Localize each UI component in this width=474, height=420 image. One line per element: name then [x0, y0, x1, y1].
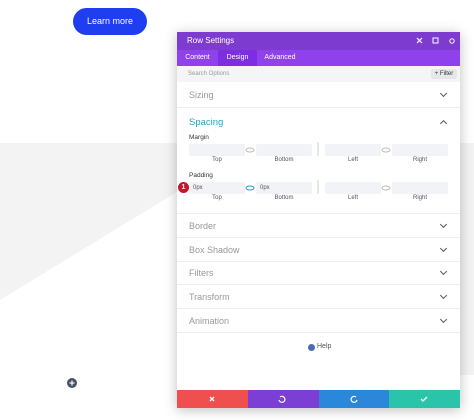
side-label: Top: [212, 157, 222, 163]
field-label: Padding: [189, 172, 213, 179]
panel-title: Row Settings: [187, 36, 235, 45]
section-title[interactable]: Border: [189, 221, 217, 231]
tab[interactable]: Advanced: [264, 54, 296, 61]
input[interactable]: [392, 182, 448, 194]
filter-button[interactable]: + Filter: [431, 69, 457, 79]
tab[interactable]: Content: [185, 54, 210, 61]
separator: [177, 332, 460, 333]
side-label: Top: [212, 195, 222, 201]
redo-button[interactable]: [319, 390, 389, 408]
link-icons[interactable]: [244, 142, 394, 202]
separator: [177, 107, 460, 108]
separator: [177, 308, 460, 309]
step-badge: 1: [178, 182, 189, 193]
separator: [177, 237, 460, 238]
section-title[interactable]: Sizing: [189, 90, 214, 100]
side-label: Right: [412, 157, 427, 163]
search-bar[interactable]: [177, 66, 460, 82]
input[interactable]: [256, 144, 312, 156]
tab-active[interactable]: Design: [218, 50, 257, 66]
undo-button[interactable]: [248, 390, 319, 408]
side-label: Bottom: [274, 157, 294, 163]
help-icon[interactable]: [308, 344, 315, 351]
settings-panel: [177, 32, 460, 408]
separator: [177, 213, 460, 214]
input[interactable]: [392, 144, 448, 156]
section-title[interactable]: Animation: [189, 316, 230, 326]
separator: [177, 261, 460, 262]
side-label: Right: [412, 195, 427, 201]
help-link[interactable]: Help: [317, 343, 332, 350]
side-label: Bottom: [274, 195, 294, 201]
header-icons[interactable]: [410, 32, 460, 50]
input[interactable]: [325, 144, 381, 156]
learn-more-button[interactable]: Learn more: [73, 8, 147, 35]
search-placeholder: Search Options: [188, 71, 230, 77]
section-title-open[interactable]: Spacing: [189, 117, 224, 128]
input[interactable]: 0px: [256, 182, 312, 194]
section-title[interactable]: Box Shadow: [189, 245, 240, 255]
side-label: Left: [347, 157, 358, 163]
side-label: Left: [347, 195, 358, 201]
field-label: Margin: [189, 134, 209, 141]
input[interactable]: [189, 144, 245, 156]
bottom-icons: [209, 395, 428, 403]
panel-header: [177, 32, 460, 50]
input[interactable]: 0px: [189, 182, 245, 194]
separator: [177, 284, 460, 285]
section-title[interactable]: Transform: [189, 292, 230, 302]
input[interactable]: [325, 182, 381, 194]
section-title[interactable]: Filters: [189, 268, 214, 278]
